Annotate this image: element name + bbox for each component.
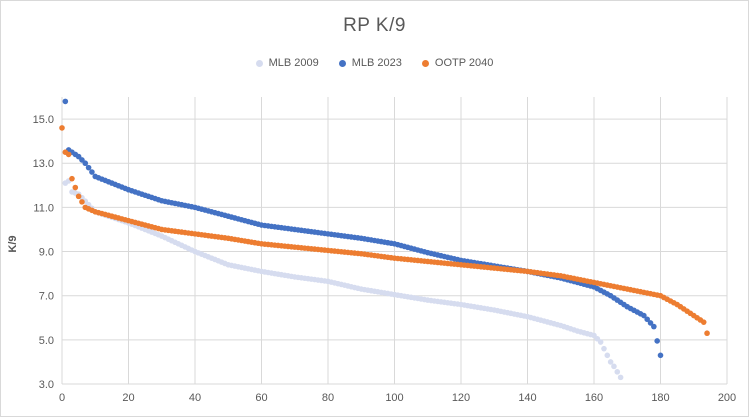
point-mlb-2023 bbox=[641, 312, 647, 319]
point-mlb-2009 bbox=[601, 345, 607, 352]
x-tick-label: 180 bbox=[651, 392, 669, 404]
point-mlb-2023 bbox=[647, 320, 654, 326]
legend-marker-ootp-2040 bbox=[421, 59, 429, 67]
point-mlb-2023 bbox=[89, 169, 95, 175]
point-mlb-2023 bbox=[657, 352, 664, 359]
y-tick-label: 7.0 bbox=[39, 291, 54, 303]
y-tick-label: 13.0 bbox=[33, 158, 54, 170]
x-tick-label: 120 bbox=[452, 392, 470, 404]
point-ootp-2040 bbox=[65, 151, 72, 158]
x-tick-label: 200 bbox=[718, 392, 736, 404]
x-tick-label: 60 bbox=[255, 392, 267, 404]
legend-label-mlb-2009: MLB 2009 bbox=[268, 57, 319, 69]
point-ootp-2040 bbox=[75, 193, 82, 200]
x-tick-label: 20 bbox=[122, 392, 134, 404]
legend-marker-mlb-2009 bbox=[255, 59, 263, 67]
point-mlb-2023 bbox=[644, 316, 650, 323]
legend-item-mlb-2009: MLB 2009 bbox=[255, 57, 319, 69]
x-tick-label: 0 bbox=[59, 392, 65, 404]
x-tick-label: 160 bbox=[585, 392, 603, 404]
x-tick-label: 140 bbox=[518, 392, 536, 404]
point-ootp-2040 bbox=[69, 175, 75, 182]
x-tick-label: 80 bbox=[322, 392, 334, 404]
y-tick-label: 5.0 bbox=[39, 335, 54, 347]
legend-item-mlb-2023: MLB 2023 bbox=[338, 57, 402, 69]
point-mlb-2023 bbox=[654, 338, 660, 344]
legend-item-ootp-2040: OOTP 2040 bbox=[421, 57, 494, 69]
legend-label-ootp-2040: OOTP 2040 bbox=[434, 57, 494, 69]
point-mlb-2009 bbox=[597, 339, 604, 345]
legend-label-mlb-2023: MLB 2023 bbox=[351, 57, 402, 69]
point-mlb-2023 bbox=[85, 164, 92, 171]
y-tick-label: 11.0 bbox=[33, 202, 54, 214]
y-tick-label: 3.0 bbox=[39, 379, 54, 391]
point-ootp-2040 bbox=[79, 199, 85, 205]
point-mlb-2009 bbox=[607, 359, 614, 365]
point-ootp-2040 bbox=[700, 319, 707, 325]
point-mlb-2009 bbox=[614, 369, 621, 375]
legend-marker-mlb-2023 bbox=[338, 59, 346, 67]
chart-title: RP K/9 bbox=[343, 15, 406, 36]
point-ootp-2040 bbox=[704, 330, 710, 337]
y-tick-label: 9.0 bbox=[39, 247, 54, 259]
point-mlb-2023 bbox=[651, 323, 657, 330]
point-mlb-2023 bbox=[62, 98, 69, 105]
point-mlb-2023 bbox=[82, 160, 89, 167]
point-mlb-2009 bbox=[604, 352, 611, 359]
chart-legend: MLB 2009 MLB 2023 OOTP 2040 bbox=[1, 57, 748, 69]
x-tick-label: 100 bbox=[385, 392, 403, 404]
y-tick-label: 15.0 bbox=[33, 114, 54, 126]
point-ootp-2040 bbox=[59, 125, 65, 131]
point-mlb-2009 bbox=[611, 363, 617, 370]
point-ootp-2040 bbox=[72, 184, 79, 191]
x-tick-label: 40 bbox=[189, 392, 201, 404]
point-mlb-2009 bbox=[617, 374, 624, 381]
